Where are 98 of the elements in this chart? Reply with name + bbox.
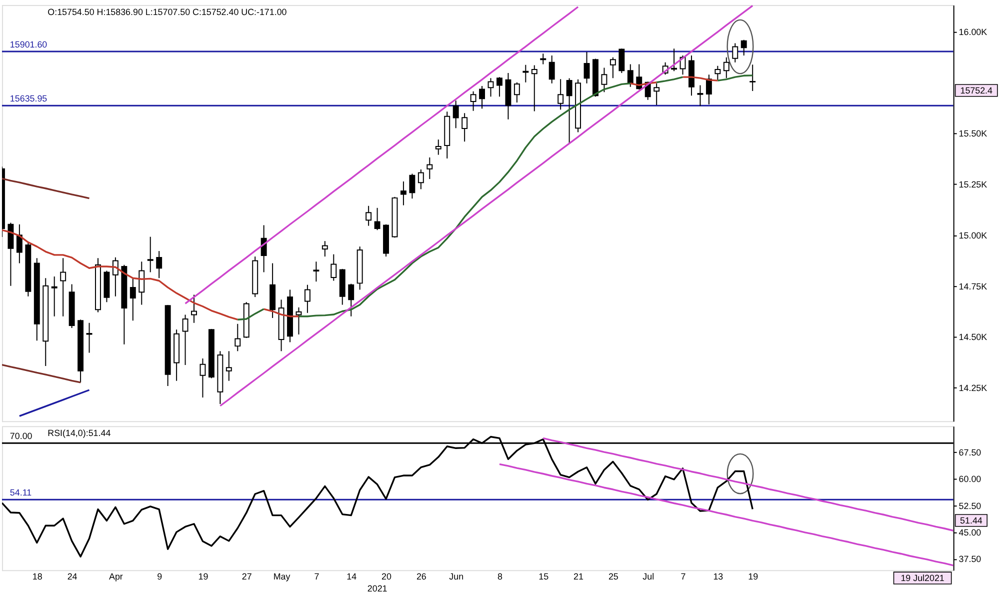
candlestick	[610, 56, 616, 79]
candlestick	[540, 53, 546, 65]
ref-line-label: 54.11	[10, 488, 32, 498]
candlestick	[304, 284, 310, 314]
ref-line-label: 70.00	[10, 431, 32, 442]
y-tick-label: 14.50K	[958, 332, 988, 342]
ref-line-label: 15901.60	[10, 40, 48, 50]
candlestick	[714, 65, 721, 80]
candlestick	[627, 64, 634, 88]
candlestick	[147, 236, 154, 273]
x-tick-label: 7	[680, 572, 686, 582]
candlestick	[426, 156, 433, 180]
y-tick-label: 60.00	[958, 474, 982, 484]
candlestick	[374, 207, 380, 231]
candlestick	[226, 350, 232, 382]
x-tick-label: Jul	[642, 572, 654, 582]
y-tick-label: 14.75K	[958, 281, 988, 292]
text: 15752.4	[960, 85, 993, 96]
candlestick	[418, 168, 424, 190]
candlestick	[654, 82, 660, 106]
candlestick	[51, 276, 58, 317]
x-tick-label: 26	[416, 572, 426, 582]
x-tick-label: 8	[497, 572, 502, 582]
x-tick-label: 27	[242, 572, 252, 582]
line-series	[18, 389, 90, 417]
candlestick	[182, 314, 188, 366]
candlestick	[191, 294, 197, 324]
y-tick-label: 15.00K	[958, 230, 988, 240]
candlestick	[156, 250, 162, 279]
text: 19 Jul2021	[900, 573, 944, 584]
x-tick-label: 19	[198, 572, 208, 582]
x-tick-label: 14	[346, 572, 357, 582]
candlestick	[313, 261, 320, 282]
y-tick-label: 37.50	[958, 554, 982, 564]
candlestick	[130, 278, 136, 322]
x-tick-label: 20	[382, 572, 392, 582]
line-series	[542, 437, 954, 532]
x-axis-title: 2021	[367, 583, 388, 594]
candlestick	[400, 180, 406, 206]
candlestick	[200, 358, 206, 398]
x-tick-label: 25	[608, 572, 618, 582]
x-tick-label: May	[273, 572, 291, 582]
x-tick-label: 21	[574, 572, 584, 582]
candlestick	[60, 258, 66, 317]
line-series	[2, 364, 82, 384]
candlestick	[470, 90, 476, 112]
candlestick	[514, 82, 520, 104]
candlestick	[531, 64, 538, 112]
candlestick	[16, 224, 22, 264]
candlestick	[548, 55, 555, 84]
candlestick	[86, 322, 92, 354]
chart-title: O:15754.50 H:15836.90 L:15707.50 C:15752.40 UC:-171.00	[48, 6, 287, 17]
candlestick	[671, 48, 678, 72]
chart-title: RSI(14,0):51.44	[48, 428, 111, 438]
candlestick	[452, 100, 459, 129]
x-tick-label: Apr	[109, 572, 123, 582]
candlestick	[750, 64, 756, 92]
x-tick-label: 9	[157, 572, 162, 582]
candlestick	[435, 139, 442, 156]
candlestick	[366, 205, 372, 226]
candlestick	[558, 78, 564, 110]
candlestick	[697, 84, 704, 106]
x-tick-label: Jun	[449, 572, 464, 582]
candlestick	[330, 254, 337, 282]
candlestick	[584, 52, 590, 84]
y-tick-label: 15.25K	[958, 180, 988, 190]
candlestick	[706, 74, 712, 105]
candlestick	[234, 323, 241, 352]
y-tick-label: 15.50K	[958, 128, 988, 139]
candlestick	[348, 283, 354, 317]
candlestick	[479, 86, 486, 110]
candlestick	[618, 48, 625, 74]
candlestick	[732, 42, 738, 63]
y-tick-label: 16.00K	[958, 26, 988, 37]
candlestick	[601, 67, 608, 93]
x-tick-label: 19	[748, 572, 758, 582]
candlestick	[522, 64, 529, 83]
candlestick	[566, 78, 572, 144]
candlestick	[409, 173, 416, 200]
x-tick-label: 24	[67, 572, 78, 582]
candlestick	[740, 39, 747, 56]
y-tick-label: 14.25K	[958, 383, 988, 394]
y-tick-label: 67.50	[958, 448, 982, 458]
line-series	[498, 463, 954, 566]
x-tick-label: 7	[314, 572, 320, 582]
y-tick-label: 52.50	[958, 500, 982, 511]
x-tick-label: 13	[713, 572, 724, 582]
x-tick-label: 18	[32, 572, 42, 582]
text: 51.44	[960, 515, 982, 526]
x-tick-label: 15	[538, 572, 549, 582]
line-series	[2, 178, 90, 200]
candlestick	[462, 112, 468, 142]
y-tick-label: 45.00	[958, 528, 982, 538]
candlestick	[322, 240, 328, 258]
candlestick	[723, 56, 730, 79]
candlestick	[496, 76, 502, 98]
ref-line-label: 15635.95	[10, 94, 48, 104]
candlestick	[138, 261, 145, 306]
